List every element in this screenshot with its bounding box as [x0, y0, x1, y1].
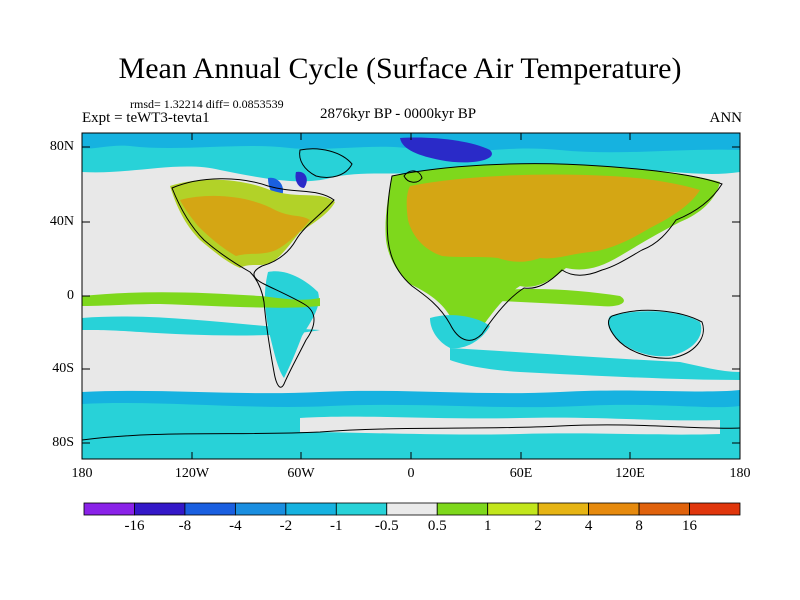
colorbar-box	[234, 502, 287, 516]
colorbar-box	[386, 502, 438, 516]
na-warm-anomaly	[180, 195, 310, 256]
antarctic-neutral-patch	[300, 416, 720, 435]
southern-indian-band	[450, 348, 740, 380]
axis-ticks	[82, 133, 740, 459]
lon-label: 120W	[174, 466, 210, 481]
colorbar-label: -8	[178, 518, 192, 534]
colorbar-box	[537, 502, 590, 516]
equatorial-pacific-band	[82, 292, 320, 308]
colorbar-box	[689, 502, 741, 516]
colorbar-box	[335, 502, 388, 516]
south-pacific-cool-band	[82, 316, 320, 336]
colorbar-box	[184, 502, 236, 516]
coastlines	[82, 148, 740, 441]
colorbar-box	[487, 502, 539, 516]
lat-label: 0	[67, 288, 74, 303]
lat-label: 80N	[49, 139, 74, 154]
lat-label: 40S	[52, 361, 74, 376]
lon-label: 180	[729, 466, 751, 481]
stats-line: rmsd= 1.32214 diff= 0.0853539	[130, 97, 284, 111]
colorbar-label: 2	[534, 518, 542, 534]
colorbar-label: -0.5	[374, 518, 399, 534]
experiment-label: Expt = teWT3-tevta1	[82, 110, 210, 126]
colorbar-box	[588, 502, 640, 516]
colorbar-label: -16	[124, 518, 145, 534]
colorbar	[83, 502, 741, 516]
south-africa-cool-anomaly	[430, 315, 490, 349]
australia-cool-anomaly	[608, 311, 702, 357]
eurasia-warm-anomaly	[406, 174, 700, 262]
colorbar-box	[436, 502, 489, 516]
lat-label: 80S	[52, 435, 74, 450]
colorbar-label: 1	[483, 518, 492, 534]
anomaly-field	[82, 133, 740, 459]
colorbar-label: -2	[279, 518, 293, 534]
colorbar-label: 4	[584, 518, 593, 534]
colorbar-box	[83, 502, 135, 516]
colorbar-box	[285, 502, 337, 516]
sa-cool-anomaly	[264, 271, 319, 378]
lon-label: 180	[71, 466, 93, 481]
lon-label: 0	[407, 466, 415, 481]
period-label: 2876kyr BP - 0000kyr BP	[320, 106, 477, 122]
colorbar-label: 8	[635, 518, 643, 534]
colorbar-box	[134, 502, 186, 516]
colorbar-label: -1	[330, 518, 343, 534]
colorbar-box	[638, 502, 690, 516]
labrador-cold-spot	[295, 171, 307, 188]
lon-label: 60E	[509, 466, 533, 481]
season-label: ANN	[709, 110, 743, 126]
lon-label: 60W	[287, 466, 315, 481]
chart-title: Mean Annual Cycle (Surface Air Temperatu…	[118, 52, 682, 85]
colorbar-label: 16	[682, 518, 698, 534]
lat-label: 40N	[49, 214, 74, 229]
lon-label: 120E	[615, 466, 645, 481]
colorbar-label: 0.5	[427, 518, 447, 534]
barents-cold-spot	[400, 137, 492, 163]
colorbar-label: -4	[229, 518, 242, 534]
